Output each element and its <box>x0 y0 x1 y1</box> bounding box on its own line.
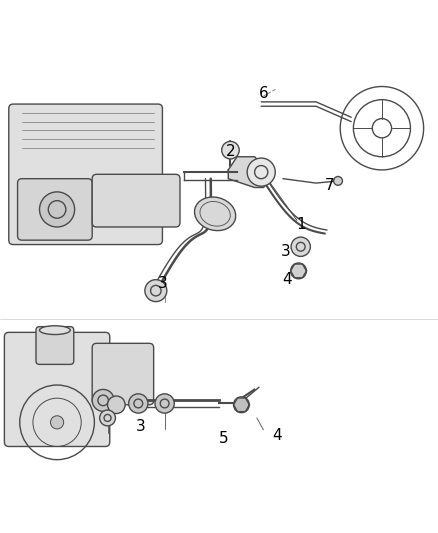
Circle shape <box>233 397 249 413</box>
Circle shape <box>145 280 166 302</box>
FancyBboxPatch shape <box>4 333 109 447</box>
Circle shape <box>39 192 74 227</box>
Ellipse shape <box>194 197 235 231</box>
Circle shape <box>128 394 148 413</box>
Circle shape <box>155 394 174 413</box>
Text: 4: 4 <box>271 428 281 443</box>
Circle shape <box>290 237 310 256</box>
Circle shape <box>333 176 342 185</box>
Circle shape <box>107 396 125 414</box>
Circle shape <box>247 158 275 186</box>
FancyBboxPatch shape <box>92 174 180 227</box>
Text: 7: 7 <box>324 178 333 193</box>
Text: 2: 2 <box>225 144 235 159</box>
Circle shape <box>92 390 114 411</box>
Text: 1: 1 <box>295 217 305 232</box>
FancyBboxPatch shape <box>36 327 74 365</box>
FancyBboxPatch shape <box>18 179 92 240</box>
Text: 4: 4 <box>282 272 292 287</box>
Circle shape <box>290 263 306 279</box>
Text: 3: 3 <box>135 419 145 434</box>
Circle shape <box>221 141 239 159</box>
FancyBboxPatch shape <box>9 104 162 245</box>
FancyBboxPatch shape <box>92 343 153 405</box>
Text: 3: 3 <box>280 244 290 259</box>
Polygon shape <box>228 157 272 188</box>
Circle shape <box>99 410 115 426</box>
Text: 3: 3 <box>157 276 167 290</box>
Circle shape <box>50 416 64 429</box>
Text: 5: 5 <box>219 431 228 446</box>
Text: 6: 6 <box>258 86 268 101</box>
Ellipse shape <box>39 326 70 335</box>
